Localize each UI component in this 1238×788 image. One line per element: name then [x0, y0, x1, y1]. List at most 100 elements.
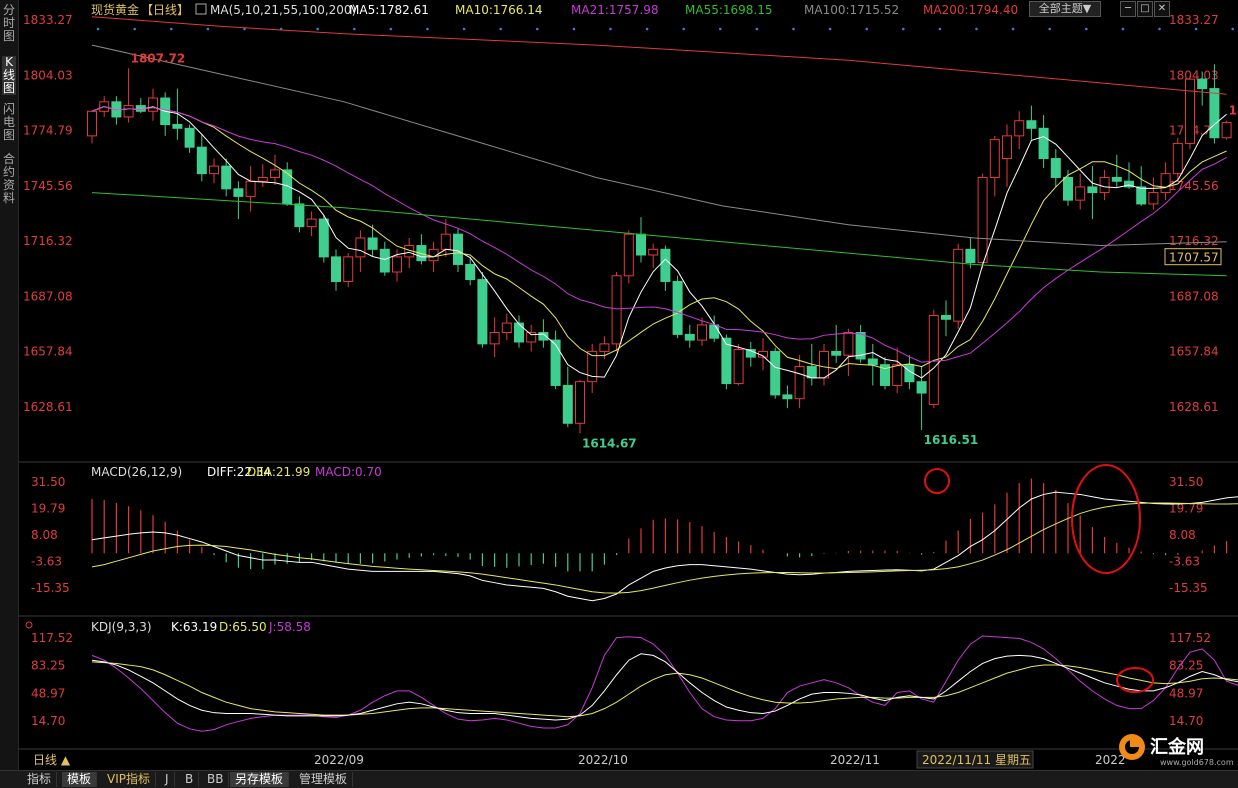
- candle-body: [1197, 78, 1208, 90]
- brand-logo: 汇金网 www.gold678.com: [1116, 730, 1234, 768]
- candle-body: [1050, 158, 1061, 178]
- candle-body: [355, 237, 366, 258]
- candle-body: [379, 248, 390, 273]
- macd-diff-line: [91, 491, 1238, 602]
- candle-body: [257, 176, 268, 182]
- candle-body: [843, 332, 854, 356]
- event-marker-dot: [206, 27, 210, 31]
- price-axis: 1833.271833.271804.031804.031774.791774.…: [23, 13, 1234, 414]
- candle-body: [148, 97, 158, 112]
- minimize-icon[interactable]: ─: [1120, 1, 1136, 17]
- tab-save-template[interactable]: 另存模板: [230, 772, 290, 787]
- kdj-j-line: [91, 635, 1238, 732]
- kdj-k-value: K:63.19: [171, 620, 217, 634]
- macd-tick-label: -3.63: [1169, 554, 1200, 568]
- tab-flash[interactable]: 闪电图: [2, 102, 15, 142]
- candle-body: [684, 333, 695, 341]
- ma100-line: [91, 44, 1227, 247]
- tab-manage-templates[interactable]: 管理模板: [294, 772, 354, 787]
- event-marker-dot: [975, 27, 978, 31]
- macd-axis: 31.50 31.50 19.79 19.79 8.08 8.08 -3.63 -3.63 -1…: [31, 475, 1208, 595]
- candle-body: [245, 180, 256, 197]
- event-marker-dot: [755, 27, 759, 31]
- theme-dropdown[interactable]: 全部主题▼: [1029, 1, 1101, 17]
- candle-body: [1209, 88, 1220, 139]
- ma100-value: MA100:1715.52: [804, 3, 899, 17]
- candle-body: [916, 381, 927, 394]
- event-marker-dot: [1011, 27, 1015, 31]
- event-marker-dot: [1231, 27, 1234, 31]
- kdj-d-line: [91, 661, 1238, 718]
- price-tick-label-left: 1804.03: [23, 68, 73, 82]
- maximize-icon[interactable]: □: [1137, 1, 1153, 17]
- highlight-circle-macd-cross: [1071, 464, 1141, 574]
- candle-body: [831, 350, 842, 356]
- tab-indicators[interactable]: 指标: [22, 772, 58, 787]
- event-marker-dot: [316, 27, 320, 31]
- price-tick-label-left: 1628.61: [23, 400, 73, 414]
- ma10-value: MA10:1766.14: [455, 3, 543, 17]
- macd-dea-value: DEA:21.99: [247, 465, 310, 479]
- candle-body: [1075, 186, 1086, 201]
- price-tick-label-left: 1774.79: [23, 124, 73, 138]
- kdj-axis: 117.52 117.52 83.25 83.25 48.97 48.97 14.70 14.…: [31, 631, 1211, 728]
- macd-tick-label-left: 19.79: [31, 501, 65, 515]
- candle-body: [965, 248, 976, 264]
- period-selector[interactable]: 日线 ▲: [33, 753, 71, 767]
- tab-contract[interactable]: 合约资料: [2, 152, 15, 205]
- kdj-tick-label-left: 48.97: [31, 686, 65, 700]
- tab-bb[interactable]: BB: [202, 772, 230, 787]
- event-marker-dot: [938, 27, 942, 31]
- candle-body: [672, 280, 683, 335]
- event-marker-dot: [96, 27, 100, 31]
- price-tick-label: 1687.08: [1169, 289, 1219, 303]
- candle-body: [819, 350, 829, 379]
- chart-settings-icon[interactable]: [195, 3, 207, 15]
- candle-body: [1172, 142, 1183, 175]
- macd-diff-value: DIFF:22.34: [207, 465, 271, 479]
- date-axis: 日线 ▲ 2022/09 2022/10 2022/11 2022/11/11 …: [33, 750, 1126, 769]
- candle-body: [440, 233, 451, 250]
- candle-body: [318, 218, 329, 258]
- macd-header: MACD(26,12,9) DIFF:22.34 DEA:21.99 MACD:…: [91, 465, 382, 479]
- macd-tick-label-left: -3.63: [31, 554, 62, 568]
- event-marker-dot: [719, 27, 722, 31]
- candle-body: [294, 203, 305, 228]
- tab-intraday[interactable]: 分时图: [2, 3, 15, 43]
- kdj-tick-label: 14.70: [1169, 714, 1203, 728]
- tab-templates[interactable]: 模板: [62, 772, 98, 787]
- macd-hist-value: MACD:0.70: [315, 465, 382, 479]
- candle-body: [745, 349, 756, 358]
- kdj-tick-label: 117.52: [1169, 631, 1211, 645]
- ma55-value: MA55:1698.15: [685, 3, 773, 17]
- event-marker-dot: [609, 27, 612, 31]
- kdj-title: KDJ(9,3,3): [91, 620, 152, 634]
- macd-dea-line: [91, 502, 1238, 594]
- kdj-tick-label: 83.25: [1169, 659, 1203, 673]
- candle-body: [1063, 176, 1073, 201]
- candle-body: [953, 248, 964, 322]
- event-marker-dot: [1121, 27, 1125, 31]
- candle-body: [1221, 122, 1232, 139]
- macd-tick-label: -15.35: [1169, 581, 1208, 595]
- candle-body: [1026, 120, 1037, 129]
- date-tick: 2022: [1095, 753, 1126, 767]
- tab-b[interactable]: B: [180, 772, 200, 787]
- ma5-value: MA5:1782.61: [349, 3, 429, 17]
- candle-body: [1002, 135, 1012, 160]
- chart-area[interactable]: 现货黄金 【日线】 MA(5,10,21,55,100,200) MA5:178…: [19, 0, 1238, 770]
- bottom-tab-bar: 指标 模板 VIP指标 J B BB 另存模板 管理模板: [0, 770, 1238, 788]
- cursor-date-box: [916, 750, 1034, 769]
- macd-tick-label-left: 31.50: [31, 475, 65, 489]
- candlestick-series: [87, 64, 1232, 434]
- event-marker-dot: [389, 27, 393, 31]
- close-icon[interactable]: ✕: [1154, 1, 1170, 17]
- candle-body: [343, 256, 354, 282]
- candle-body: [587, 350, 598, 383]
- tab-kline[interactable]: K线图: [2, 55, 16, 95]
- indicator-toggle-icon[interactable]: [25, 621, 33, 629]
- tab-j[interactable]: J: [160, 772, 175, 787]
- kdj-plot: [91, 635, 1238, 732]
- tab-vip-indicators[interactable]: VIP指标: [102, 772, 156, 787]
- candle-body: [1185, 78, 1195, 144]
